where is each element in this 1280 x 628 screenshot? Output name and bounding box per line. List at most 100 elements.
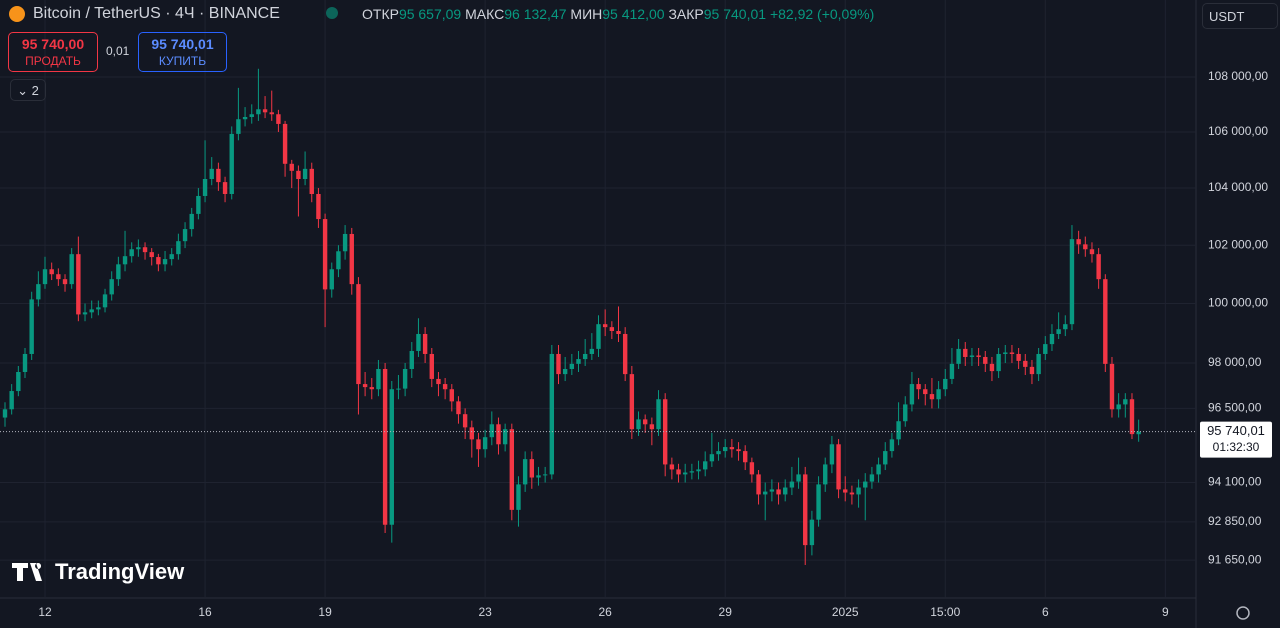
- candle-body: [863, 481, 868, 488]
- candle-body: [2, 409, 8, 418]
- candle-body: [1136, 431, 1141, 435]
- candle-body: [1009, 352, 1015, 354]
- candle-body: [402, 368, 408, 389]
- candle-body: [649, 424, 655, 430]
- x-tick-label: 29: [719, 605, 733, 619]
- candle-body: [409, 350, 414, 369]
- candle-body: [76, 254, 81, 315]
- candle-body: [256, 109, 261, 115]
- candle-body: [1103, 279, 1108, 364]
- candle-body: [843, 489, 848, 493]
- candle-body: [1096, 254, 1101, 280]
- candle-body: [616, 331, 621, 334]
- price-badge-timer: 01:32:30: [1213, 440, 1260, 454]
- x-tick-label: 23: [478, 605, 492, 619]
- candle-body: [909, 384, 915, 405]
- candle-body: [316, 193, 321, 220]
- x-tick-label: 2025: [832, 605, 859, 619]
- candle-body: [763, 491, 768, 495]
- candle-body: [109, 279, 114, 295]
- candle-body: [622, 333, 628, 375]
- candle-body: [729, 447, 735, 450]
- x-tick-label: 9: [1162, 605, 1169, 619]
- candle-body: [1056, 329, 1061, 334]
- y-tick-label: 104 000,00: [1208, 180, 1268, 194]
- candle-body: [509, 429, 515, 510]
- candle-body: [429, 353, 434, 379]
- candle-body: [789, 481, 795, 488]
- change: +82,92 (+0,09%): [769, 6, 875, 22]
- candle-body: [149, 252, 154, 258]
- spread: 0,01: [106, 44, 130, 58]
- candle-body: [569, 363, 575, 369]
- currency-select[interactable]: USDT: [1202, 3, 1278, 29]
- candle-body: [276, 114, 281, 124]
- candle-body: [636, 419, 641, 430]
- candle-body: [496, 424, 501, 445]
- y-tick-label: 100 000,00: [1208, 296, 1268, 310]
- candle-body: [923, 389, 928, 395]
- candle-body: [209, 168, 214, 179]
- candle-body: [869, 474, 875, 482]
- candle-body: [963, 348, 968, 357]
- candle-body: [656, 399, 661, 430]
- candle-body: [783, 487, 788, 495]
- candle-body: [9, 391, 14, 410]
- coin-icon: [9, 6, 25, 22]
- candle-body: [129, 249, 134, 257]
- candle-body: [589, 348, 595, 354]
- candle-body: [576, 359, 581, 364]
- candle-body: [69, 254, 74, 285]
- candle-body: [376, 368, 381, 390]
- candle-body: [769, 489, 775, 492]
- candle-body: [222, 182, 228, 194]
- candle-body: [716, 451, 721, 455]
- candle-body: [16, 371, 21, 392]
- symbol[interactable]: Bitcoin / TetherUS · 4Ч · BINANCE: [33, 5, 280, 22]
- candle-body: [1116, 404, 1121, 410]
- y-tick-label: 98 000,00: [1208, 355, 1262, 369]
- candle-body: [803, 474, 808, 546]
- candle-body: [849, 492, 855, 495]
- buy-button[interactable]: 95 740,01 КУПИТЬ: [138, 32, 227, 72]
- candle-body: [1016, 353, 1021, 361]
- candle-body: [823, 464, 828, 485]
- candle-body: [96, 307, 101, 310]
- candle-body: [202, 178, 208, 196]
- candle-body: [416, 333, 421, 351]
- candle-body: [536, 475, 541, 478]
- y-tick-label: 106 000,00: [1208, 124, 1268, 138]
- candle-body: [876, 464, 881, 475]
- y-tick-label: 92 850,00: [1208, 514, 1262, 528]
- close-value: 95 740,01: [703, 6, 767, 22]
- candle-body: [456, 401, 461, 415]
- candle-body: [542, 474, 548, 476]
- candle-body: [356, 284, 361, 385]
- candle-body: [1043, 344, 1048, 354]
- candle-body: [369, 387, 374, 390]
- candle-body: [142, 247, 148, 253]
- x-tick-label: 26: [598, 605, 612, 619]
- y-tick-label: 94 100,00: [1208, 475, 1262, 489]
- indicators-toggle[interactable]: ⌄ 2: [10, 79, 46, 101]
- candle-body: [989, 363, 995, 372]
- high-value: 96 132,47: [504, 6, 567, 22]
- candle-body: [1029, 366, 1035, 375]
- x-tick-label: 15:00: [930, 605, 960, 619]
- candle-body: [556, 353, 561, 375]
- candle-body: [1063, 324, 1068, 330]
- candle-body: [516, 484, 521, 510]
- candle-body: [996, 353, 1001, 372]
- settings-icon[interactable]: [1236, 606, 1250, 620]
- sell-button[interactable]: 95 740,00 ПРОДАТЬ: [8, 32, 98, 72]
- open-label: ОТКР: [362, 6, 399, 22]
- candle-body: [1123, 399, 1128, 405]
- candle-body: [1129, 399, 1135, 435]
- candle-body: [169, 254, 174, 260]
- candle-body: [696, 469, 701, 472]
- high-label: МАКС: [465, 6, 505, 22]
- candle-body: [1049, 333, 1055, 345]
